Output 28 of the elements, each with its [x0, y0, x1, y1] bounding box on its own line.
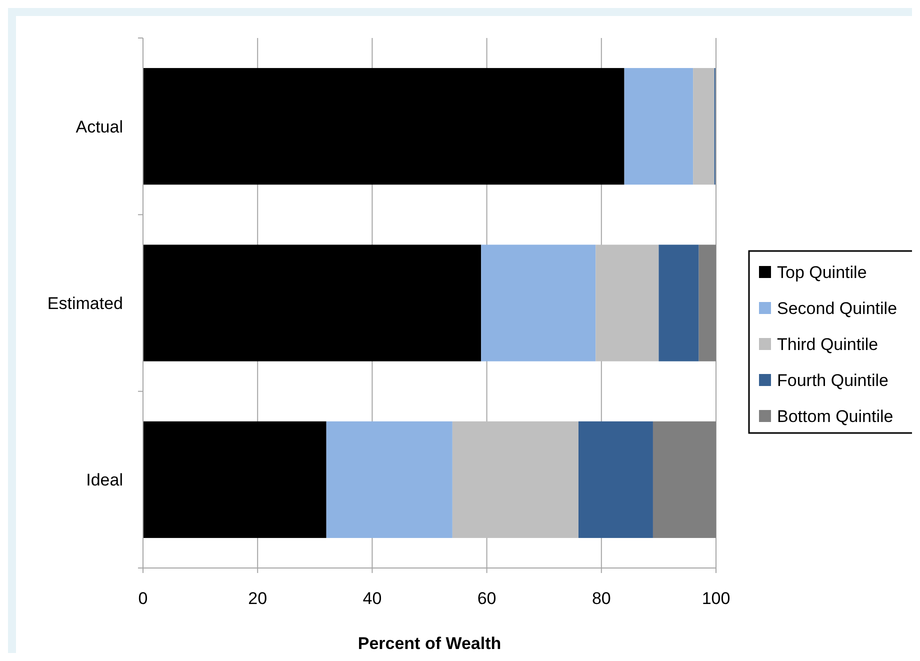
bar — [143, 244, 482, 362]
bar — [143, 421, 326, 538]
x-tick-label: 20 — [248, 589, 268, 608]
bar — [452, 421, 578, 538]
bar — [624, 68, 694, 185]
bar — [143, 68, 624, 185]
legend-label: Fourth Quintile — [777, 371, 888, 390]
x-axis-title: Percent of Wealth — [358, 634, 502, 653]
x-tick-label: 100 — [702, 589, 730, 608]
bar — [693, 68, 714, 185]
bar — [326, 421, 452, 538]
x-tick-label: 80 — [592, 589, 611, 608]
bar — [481, 244, 596, 362]
bar — [652, 421, 716, 538]
x-tick-label: 40 — [362, 589, 382, 608]
x-tick-label: 60 — [477, 589, 496, 608]
legend-label: Third Quintile — [777, 335, 878, 354]
legend-label: Second Quintile — [777, 299, 898, 318]
bar — [596, 244, 659, 362]
y-tick-label: Ideal — [86, 470, 123, 490]
bar — [698, 244, 716, 362]
y-tick-label: Actual — [76, 117, 123, 136]
y-tick-label: Estimated — [47, 294, 123, 313]
bar — [658, 244, 699, 362]
legend-label: Bottom Quintile — [777, 407, 894, 426]
legend-label: Top Quintile — [777, 263, 867, 282]
x-tick-label: 0 — [138, 589, 148, 608]
bar — [578, 421, 653, 538]
